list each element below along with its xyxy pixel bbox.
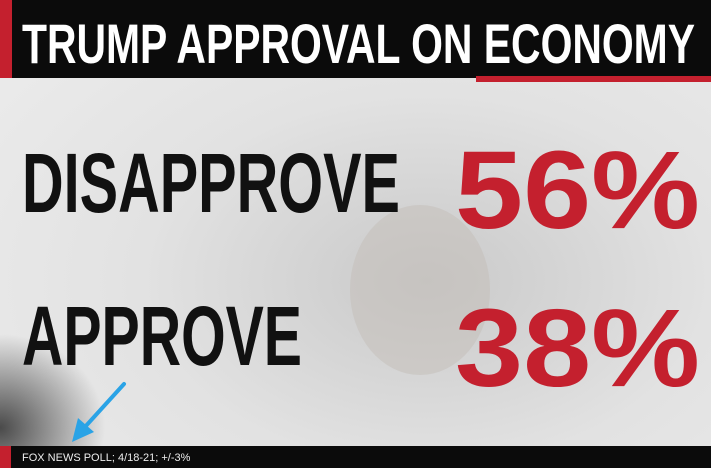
title-accent — [0, 0, 12, 78]
title-bar — [0, 0, 711, 78]
title: TRUMP APPROVAL ON ECONOMY — [22, 12, 695, 75]
footer-accent — [0, 446, 11, 468]
result-label: APPROVE — [22, 289, 302, 383]
result-label: DISAPPROVE — [22, 136, 400, 230]
result-value: 38% — [455, 287, 700, 410]
annotation-arrow — [72, 382, 126, 442]
footer-bar — [0, 446, 711, 468]
background-figure — [350, 205, 490, 375]
background-shadow — [0, 200, 300, 468]
title-underline — [476, 76, 711, 82]
source: FOX NEWS POLL; 4/18-21; +/-3% — [22, 452, 191, 464]
result-value: 56% — [455, 129, 700, 252]
